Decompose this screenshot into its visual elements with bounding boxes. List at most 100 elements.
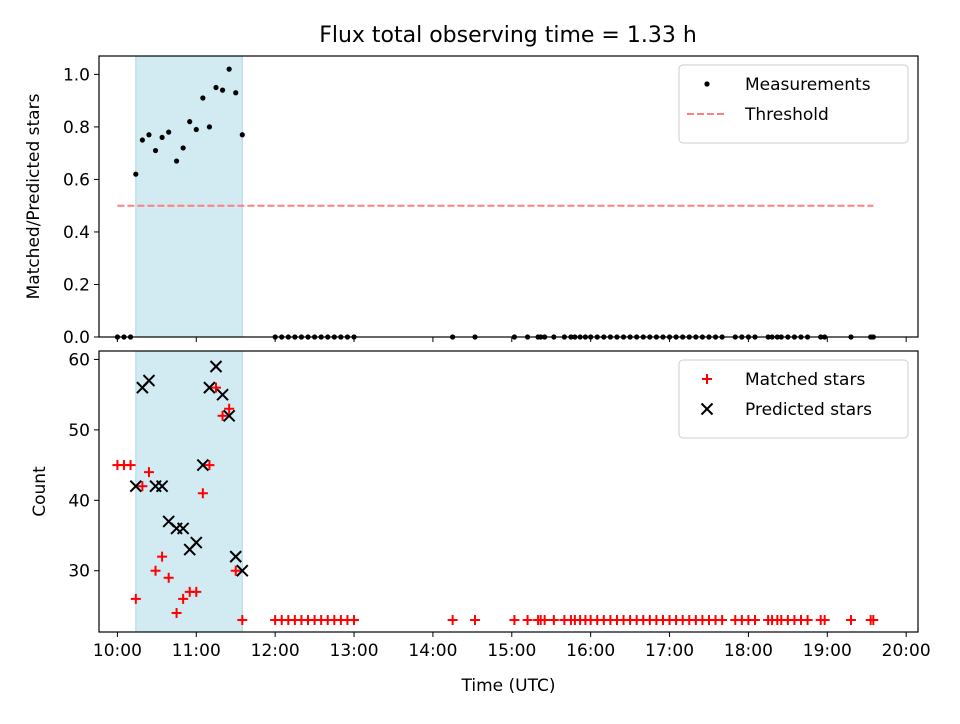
data-point	[152, 147, 159, 154]
data-point	[173, 158, 180, 164]
data-point	[178, 593, 189, 604]
x-b	[162, 515, 175, 528]
x-b	[203, 381, 216, 394]
legend: Matched stars Predicted stars	[678, 359, 909, 439]
series-1	[129, 360, 249, 577]
x-tick-label: 13:00	[330, 641, 379, 661]
legend-frame	[678, 359, 909, 439]
data-point	[176, 522, 190, 535]
legend-label: Measurements	[745, 75, 871, 95]
data-point	[203, 381, 216, 394]
x-b	[236, 564, 249, 577]
x-b	[155, 480, 169, 493]
data-point	[548, 615, 559, 626]
data-point	[209, 360, 223, 373]
x-b	[229, 550, 242, 563]
legend-frame	[678, 64, 909, 144]
x-tick-label: 11:00	[172, 641, 221, 661]
data-point	[157, 551, 168, 562]
data-point	[349, 615, 360, 626]
shaded-interval	[135, 55, 243, 338]
data-point	[539, 615, 550, 626]
x-b	[222, 409, 236, 422]
data-point	[233, 90, 239, 96]
x-b	[176, 522, 190, 535]
data-point	[224, 403, 235, 414]
data-point	[130, 593, 141, 604]
data-point	[509, 615, 520, 626]
plot-frame	[98, 350, 919, 633]
legend-label: Matched stars	[745, 370, 865, 390]
data-point	[226, 66, 232, 72]
data-point	[150, 565, 161, 576]
data-point	[845, 615, 856, 626]
data-point	[133, 171, 139, 177]
top-panel: 0.0 0.2 0.4 0.6 0.8 1.0 Matched/Predicted star…	[24, 55, 919, 348]
x-tick-label: 14:00	[408, 641, 457, 661]
y-tick-label: 0.0	[63, 328, 90, 348]
data-point	[146, 132, 152, 138]
y-axis-label: Matched/Predicted stars	[24, 93, 44, 299]
x-axis-label: Time (UTC)	[461, 676, 556, 696]
data-point	[171, 607, 182, 618]
data-point	[139, 137, 145, 143]
data-point	[447, 615, 458, 626]
chart-title: Flux total observing time = 1.33 h	[319, 23, 697, 48]
x-b	[216, 388, 229, 401]
data-point	[191, 586, 202, 597]
data-point	[749, 615, 760, 626]
data-point	[230, 565, 241, 576]
data-point	[180, 145, 186, 151]
data-point	[137, 481, 148, 492]
y-tick-label: 40	[68, 491, 90, 511]
plot-frame	[98, 55, 919, 338]
data-point	[819, 615, 830, 626]
y-tick-label: 0.4	[63, 223, 90, 243]
y-tick-label: 0.8	[63, 118, 90, 138]
x-b	[190, 536, 203, 549]
data-point	[206, 124, 213, 130]
x-b	[700, 402, 714, 416]
data-point	[129, 480, 143, 493]
data-point	[469, 615, 480, 626]
data-point	[522, 615, 533, 626]
data-point	[200, 95, 206, 101]
data-point	[159, 134, 165, 141]
series-0	[112, 382, 879, 626]
legend-label: Threshold	[744, 105, 829, 125]
data-point	[237, 615, 248, 626]
data-point	[216, 388, 229, 401]
data-point	[204, 460, 215, 471]
data-point	[239, 132, 245, 138]
y-tick-label: 0.2	[63, 275, 90, 295]
data-point	[868, 615, 879, 626]
x-b	[129, 480, 143, 493]
data-point	[190, 536, 203, 549]
x-tick-label: 18:00	[724, 641, 773, 661]
data-point	[217, 410, 228, 421]
data-point	[143, 467, 154, 478]
legend-marker	[700, 402, 714, 416]
y-tick-label: 60	[68, 350, 90, 370]
data-point	[193, 126, 199, 133]
legend: Measurements Threshold	[678, 64, 909, 144]
data-point	[187, 119, 193, 125]
data-point	[155, 480, 169, 493]
y-tick-label: 0.6	[63, 170, 90, 190]
data-point	[166, 129, 172, 135]
legend-marker	[704, 81, 710, 87]
data-point	[211, 382, 221, 393]
x-tick-label: 15:00	[487, 641, 536, 661]
legend-label: Predicted stars	[745, 400, 872, 420]
data-point	[197, 488, 208, 499]
y-tick-label: 50	[68, 421, 90, 441]
x-b	[209, 360, 223, 373]
x-tick-label: 17:00	[645, 641, 694, 661]
data-point	[229, 550, 242, 563]
x-b	[196, 458, 210, 472]
x-tick-label: 10:00	[93, 641, 142, 661]
data-point	[222, 409, 236, 422]
x-tick-label: 16:00	[566, 641, 615, 661]
legend-marker	[702, 374, 712, 384]
